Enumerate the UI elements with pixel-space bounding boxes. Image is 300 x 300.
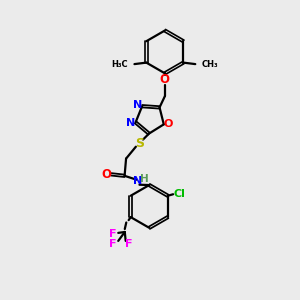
Text: S: S — [135, 136, 144, 150]
Text: O: O — [160, 74, 170, 86]
Text: H: H — [140, 174, 149, 184]
Text: N: N — [133, 176, 142, 186]
Text: Cl: Cl — [174, 189, 186, 199]
Text: F: F — [109, 230, 117, 239]
Text: H₃C: H₃C — [111, 61, 128, 70]
Text: N: N — [127, 118, 136, 128]
Text: CH₃: CH₃ — [202, 61, 219, 70]
Text: F: F — [109, 239, 117, 250]
Text: O: O — [101, 168, 112, 181]
Text: O: O — [164, 119, 173, 129]
Text: F: F — [125, 239, 132, 250]
Text: N: N — [133, 100, 142, 110]
